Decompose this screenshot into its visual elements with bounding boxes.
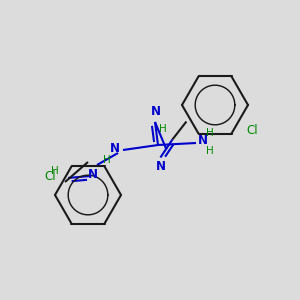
Text: N: N: [198, 134, 208, 148]
Text: N: N: [110, 142, 120, 154]
Text: H: H: [158, 124, 166, 134]
Text: H: H: [206, 146, 214, 156]
Text: H: H: [103, 155, 111, 165]
Text: Cl: Cl: [247, 124, 258, 137]
Text: H: H: [206, 128, 214, 138]
Text: Cl: Cl: [45, 170, 56, 183]
Text: N: N: [151, 105, 161, 118]
Text: N: N: [155, 160, 165, 173]
Text: H: H: [51, 166, 59, 176]
Text: N: N: [88, 168, 98, 181]
